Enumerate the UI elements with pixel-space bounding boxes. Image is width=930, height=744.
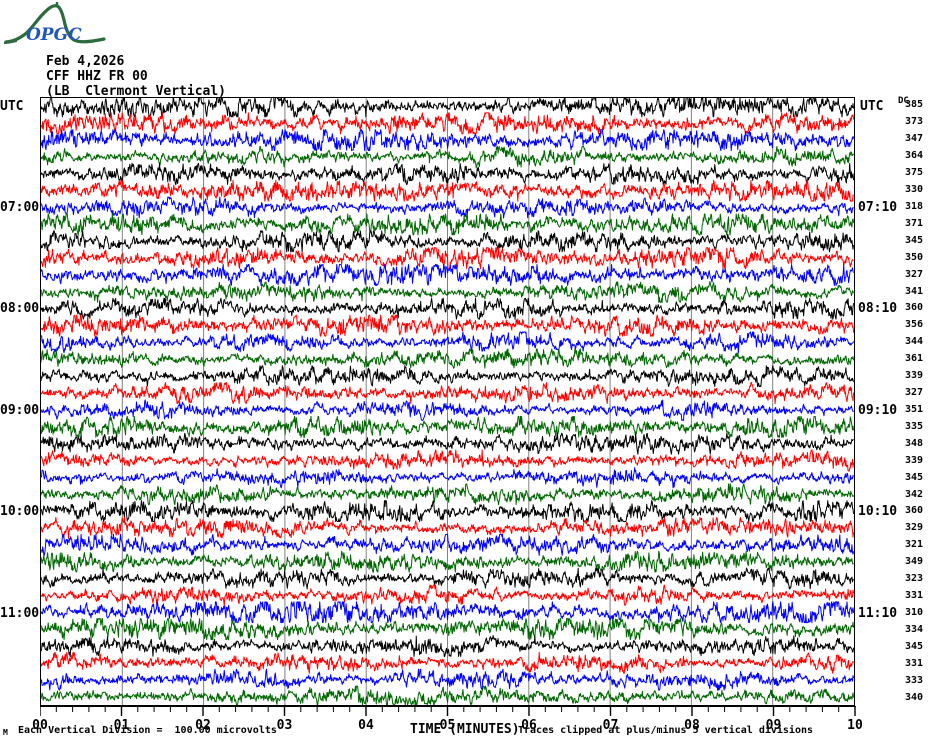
dc-value: 330 xyxy=(905,184,924,196)
dc-value: 349 xyxy=(905,556,924,568)
left-time-label-0900: 09:00 xyxy=(0,402,40,418)
dc-value: 334 xyxy=(905,623,924,635)
utc-left-title: UTC xyxy=(0,99,24,114)
right-time-label-1010: 10:10 xyxy=(858,504,898,520)
seismic-traces xyxy=(41,98,854,705)
dc-value: 371 xyxy=(905,217,924,229)
dc-column-header: DC xyxy=(898,96,909,106)
time-axis-label-02: 02 xyxy=(195,718,211,733)
dc-value: 373 xyxy=(905,116,924,128)
dc-value: 331 xyxy=(905,590,924,602)
dc-value: 351 xyxy=(905,403,924,415)
dc-value: 345 xyxy=(905,234,924,246)
dc-value: 360 xyxy=(905,302,924,314)
dc-value: 361 xyxy=(905,353,924,365)
right-time-label-0710: 07:10 xyxy=(858,199,898,215)
tiny-mark: M xyxy=(3,728,8,737)
header-channel: CFF HHZ FR 00 xyxy=(46,69,148,84)
dc-value: 375 xyxy=(905,167,924,179)
opgc-logo-text: OPGC xyxy=(26,25,82,45)
right-time-label-0910: 09:10 xyxy=(858,402,898,418)
time-axis-ticks xyxy=(40,706,856,716)
dc-value: 356 xyxy=(905,319,924,331)
seismogram-plot xyxy=(40,97,855,706)
left-time-label-0700: 07:00 xyxy=(0,199,40,215)
dc-value: 321 xyxy=(905,539,924,551)
time-axis-label-03: 03 xyxy=(276,718,293,733)
left-time-label-0800: 08:00 xyxy=(0,301,40,317)
dc-value: 331 xyxy=(905,657,924,669)
time-axis-label-07: 07 xyxy=(602,718,619,733)
right-time-label-0810: 08:10 xyxy=(858,301,898,317)
dc-value: 310 xyxy=(905,606,924,618)
dc-value: 329 xyxy=(905,522,924,534)
left-time-label-1000: 10:00 xyxy=(0,504,40,520)
dc-value: 350 xyxy=(905,251,924,263)
time-axis-label-09: 09 xyxy=(765,718,782,733)
dc-value: 335 xyxy=(905,420,924,432)
time-axis-label-04: 04 xyxy=(358,718,374,733)
time-axis-label-08: 08 xyxy=(684,718,700,733)
dc-value: 364 xyxy=(905,150,924,162)
header-date: Feb 4,2026 xyxy=(46,54,125,69)
utc-right-title: UTC xyxy=(860,99,884,114)
vertical-division-note: Each Vertical Division = 100.00 microvol… xyxy=(18,725,277,736)
dc-value: 323 xyxy=(905,573,924,585)
dc-value: 339 xyxy=(905,454,924,466)
clipping-note: Traces clipped at plus/minus 5 vertical … xyxy=(518,725,814,736)
dc-value: 385 xyxy=(905,99,924,111)
dc-value: 327 xyxy=(905,387,924,399)
header-site: (LB Clermont Vertical) xyxy=(46,84,227,99)
right-time-label-1110: 11:10 xyxy=(858,605,898,621)
time-axis-label-00: 00 xyxy=(32,718,48,733)
time-axis-label-10: 10 xyxy=(847,718,863,733)
time-axis-label-01: 01 xyxy=(113,718,130,733)
dc-value: 339 xyxy=(905,370,924,382)
dc-value: 360 xyxy=(905,505,924,517)
dc-value: 342 xyxy=(905,488,924,500)
dc-value: 340 xyxy=(905,691,924,703)
dc-value: 333 xyxy=(905,674,924,686)
opgc-logo: OPGC xyxy=(4,2,106,45)
time-axis-label-06: 06 xyxy=(521,718,537,733)
dc-value: 341 xyxy=(905,285,924,297)
dc-value: 348 xyxy=(905,437,924,449)
dc-value: 347 xyxy=(905,133,924,145)
grid-lines xyxy=(121,98,774,705)
time-axis-label-05: 05 xyxy=(439,718,456,733)
dc-value: 345 xyxy=(905,471,924,483)
time-axis-title: TIME (MINUTES) xyxy=(410,722,520,737)
dc-value: 318 xyxy=(905,200,924,212)
dc-value: 344 xyxy=(905,336,924,348)
dc-value: 345 xyxy=(905,640,924,652)
dc-value: 327 xyxy=(905,268,924,280)
left-time-label-1100: 11:00 xyxy=(0,605,40,621)
